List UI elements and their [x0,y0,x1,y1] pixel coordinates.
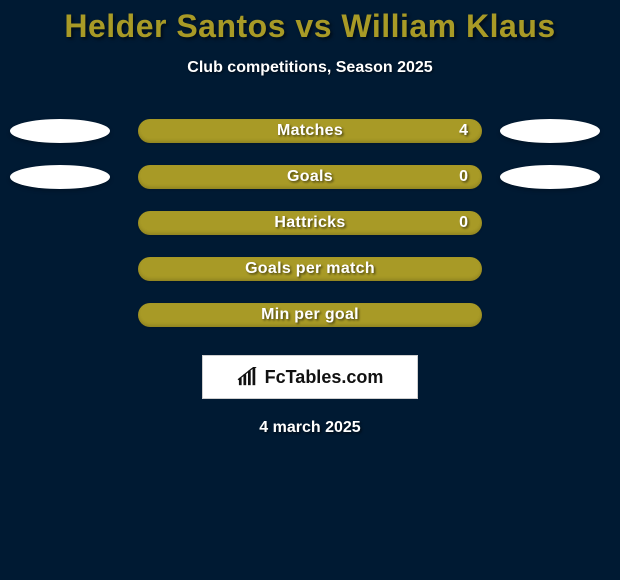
root: Helder Santos vs William Klaus Club comp… [0,0,620,580]
stat-row: Goals per match [0,257,620,281]
brand-text: FcTables.com [265,367,384,388]
stat-bar: Matches4 [138,119,482,143]
stat-value: 0 [459,165,468,189]
left-player-ellipse [10,119,110,143]
stat-row: Hattricks0 [0,211,620,235]
date-label: 4 march 2025 [0,419,620,437]
stat-bar: Goals per match [138,257,482,281]
brand-box: FcTables.com [202,355,418,399]
brand-chart-icon [237,367,259,387]
stat-label: Min per goal [138,303,482,327]
right-player-ellipse [500,119,600,143]
stat-row: Matches4 [0,119,620,143]
stat-label: Hattricks [138,211,482,235]
stat-bar: Goals0 [138,165,482,189]
stat-label: Goals [138,165,482,189]
stat-row: Min per goal [0,303,620,327]
page-title: Helder Santos vs William Klaus [0,0,620,45]
stat-row: Goals0 [0,165,620,189]
subtitle: Club competitions, Season 2025 [0,59,620,77]
stat-value: 4 [459,119,468,143]
stat-label: Goals per match [138,257,482,281]
stat-label: Matches [138,119,482,143]
stat-value: 0 [459,211,468,235]
stat-rows: Matches4Goals0Hattricks0Goals per matchM… [0,119,620,327]
stat-bar: Min per goal [138,303,482,327]
right-player-ellipse [500,165,600,189]
left-player-ellipse [10,165,110,189]
stat-bar: Hattricks0 [138,211,482,235]
